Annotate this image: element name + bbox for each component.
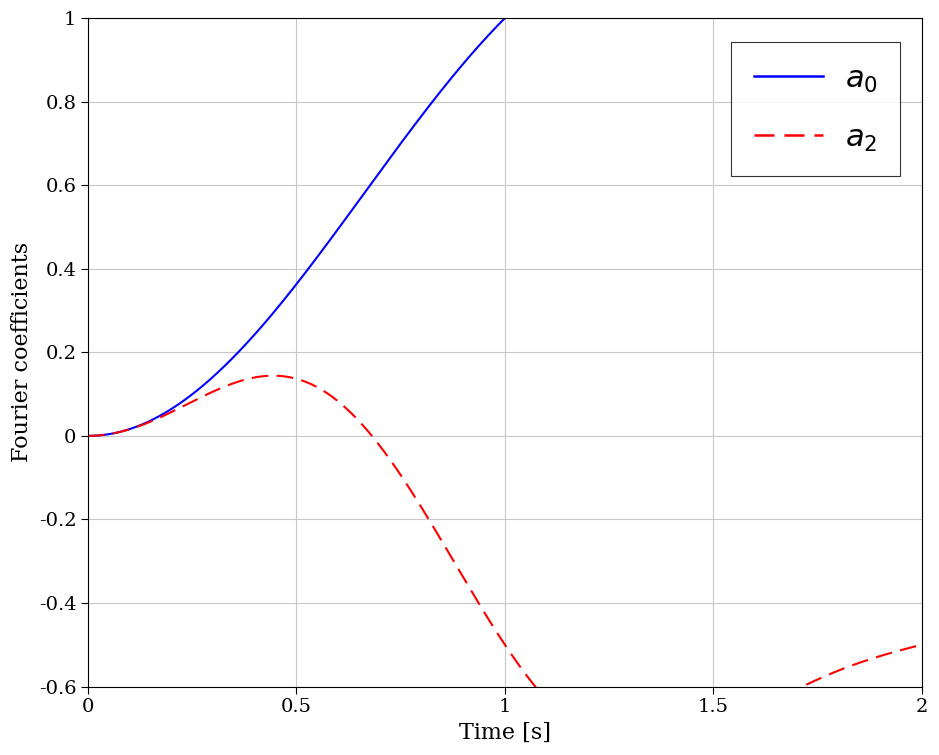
Y-axis label: Fourier coefficients: Fourier coefficients xyxy=(11,242,33,462)
Legend: $a_0$, $a_2$: $a_0$, $a_2$ xyxy=(731,42,901,177)
X-axis label: Time [s]: Time [s] xyxy=(459,722,551,744)
